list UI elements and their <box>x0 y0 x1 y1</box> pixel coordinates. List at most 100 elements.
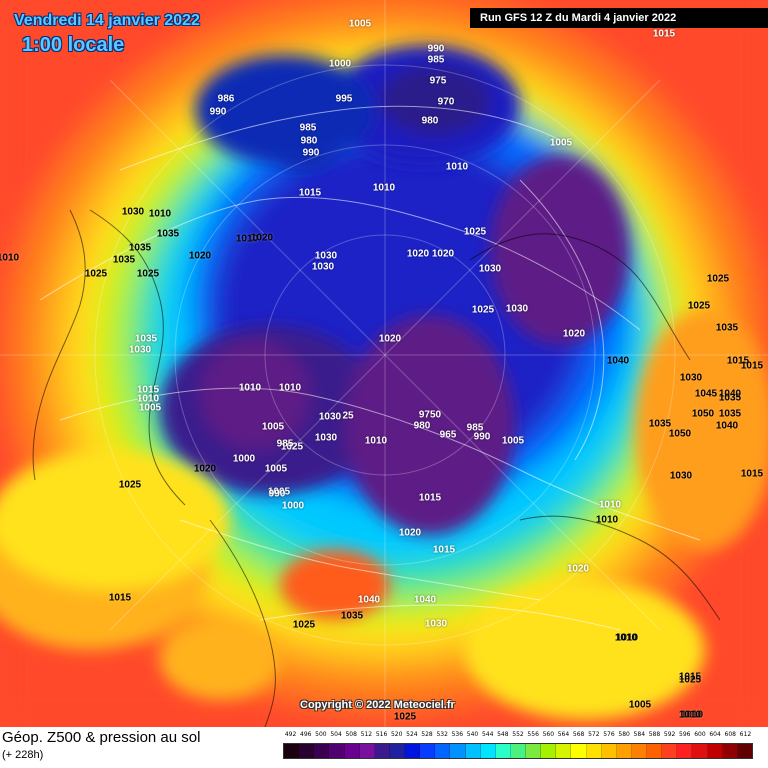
scale-label: 492 <box>284 731 297 738</box>
scale-cell <box>420 744 436 758</box>
z500-map <box>0 0 768 727</box>
scale-label: 604 <box>709 731 721 738</box>
pressure-label: 1015 <box>678 671 702 683</box>
pressure-label: 1020 <box>193 463 217 475</box>
scale-label: 520 <box>390 731 403 738</box>
scale-label: 592 <box>663 731 676 738</box>
pressure-label: 1025 <box>280 441 304 453</box>
pressure-label: 1005 <box>348 18 372 30</box>
pressure-label: 1030 <box>314 250 338 262</box>
scale-cell <box>284 744 300 758</box>
z500-color-scale: 492 496 500 504 508 512 516 520 524 528 532 536 540 5… <box>283 731 753 759</box>
pressure-label: 1000 <box>281 500 305 512</box>
pressure-label: 1020 <box>188 250 212 262</box>
valid-date: Vendredi 14 janvier 2022 <box>14 12 200 29</box>
scale-cell <box>586 744 602 758</box>
pressure-label: 1005 <box>138 402 162 414</box>
pressure-label: 25 <box>342 410 354 422</box>
pressure-label: 1025 <box>393 711 417 723</box>
scale-cell <box>722 744 738 758</box>
pressure-label: 1030 <box>669 470 693 482</box>
pressure-label: 1020 <box>431 248 455 260</box>
pressure-label: 1035 <box>648 418 672 430</box>
pressure-label: 1020 <box>398 527 422 539</box>
pressure-label: 1035 <box>112 254 136 266</box>
pressure-label: 1030 <box>128 344 152 356</box>
scale-cell <box>374 744 390 758</box>
pressure-label: 1035 <box>718 408 742 420</box>
pressure-label: 986 <box>217 93 235 105</box>
pressure-label: 1010 <box>372 182 396 194</box>
scale-label: 564 <box>557 731 570 738</box>
pressure-label: 965 <box>439 429 457 441</box>
pressure-label: 1000 <box>232 453 256 465</box>
pressure-label: 1010 <box>595 514 619 526</box>
scale-cell <box>601 744 617 758</box>
pressure-label: 1030 <box>314 432 338 444</box>
pressure-label: 1015 <box>740 468 764 480</box>
scale-cell <box>616 744 632 758</box>
pressure-label: 1010 <box>0 252 20 264</box>
pressure-label: 1015 <box>652 28 676 40</box>
pressure-label: 970 <box>437 96 455 108</box>
pressure-label: 1025 <box>706 273 730 285</box>
scale-cell <box>389 744 405 758</box>
pressure-label: 1020 <box>250 232 274 244</box>
pressure-label: 1025 <box>471 304 495 316</box>
scale-cell <box>737 744 752 758</box>
pressure-label: 1020 <box>406 248 430 260</box>
pressure-label: 1035 <box>134 333 158 345</box>
scale-label: 568 <box>572 731 585 738</box>
pressure-label: 1010 <box>598 499 622 511</box>
pressure-label: 985 <box>276 438 294 450</box>
scale-cell <box>631 744 647 758</box>
pressure-label: 985 <box>466 422 484 434</box>
scale-label: 524 <box>406 731 418 738</box>
pressure-label: 990 <box>209 106 227 118</box>
pressure-label: 1050 <box>691 408 715 420</box>
scale-label: 584 <box>633 731 646 738</box>
pressure-label: 1030 <box>318 411 342 423</box>
pressure-label: 1025 <box>292 619 316 631</box>
scale-cell <box>299 744 315 758</box>
pressure-label: 1050 <box>668 428 692 440</box>
legend-subtitle: (+ 228h) <box>2 749 44 761</box>
pressure-label: 1020 <box>566 563 590 575</box>
pressure-label: 975 <box>429 75 447 87</box>
scale-label: 580 <box>618 731 630 738</box>
pressure-label: 1040 <box>718 388 742 400</box>
scale-label: 572 <box>588 731 600 738</box>
scale-cell <box>677 744 693 758</box>
pressure-label: 1035 <box>718 392 742 404</box>
pressure-label: 1010 <box>614 632 638 644</box>
pressure-label: 1030 <box>478 263 502 275</box>
pressure-label: 1030 <box>505 303 529 315</box>
pressure-label: 1035 <box>715 322 739 334</box>
pressure-label: 1015 <box>740 360 764 372</box>
pressure-label: 1030 <box>424 618 448 630</box>
scale-cells <box>283 743 753 759</box>
z500-ridges <box>0 310 768 720</box>
pressure-label: 1020 <box>378 333 402 345</box>
pressure-label: 980 <box>300 135 318 147</box>
pressure-label: 1030 <box>679 372 703 384</box>
pressure-label: 1005 <box>501 435 525 447</box>
pressure-label: 990 <box>268 488 286 500</box>
scale-label: 516 <box>375 731 388 738</box>
scale-cell <box>571 744 587 758</box>
scale-cell <box>359 744 375 758</box>
pressure-label: 990 <box>473 431 491 443</box>
scale-label: 556 <box>527 731 539 738</box>
pressure-label: 1035 <box>340 610 364 622</box>
pressure-label: 1040 <box>413 594 437 606</box>
latlon-grid <box>0 0 768 727</box>
scale-cell <box>510 744 526 758</box>
scale-cell <box>314 744 330 758</box>
map-overlays <box>39 105 701 631</box>
pressure-label: 1030 <box>311 261 335 273</box>
scale-label: 500 <box>315 731 327 738</box>
scale-cell <box>662 744 678 758</box>
pressure-label: 1015 <box>432 544 456 556</box>
pressure-label: 985 <box>299 122 317 134</box>
pressure-label: 1040 <box>715 420 739 432</box>
